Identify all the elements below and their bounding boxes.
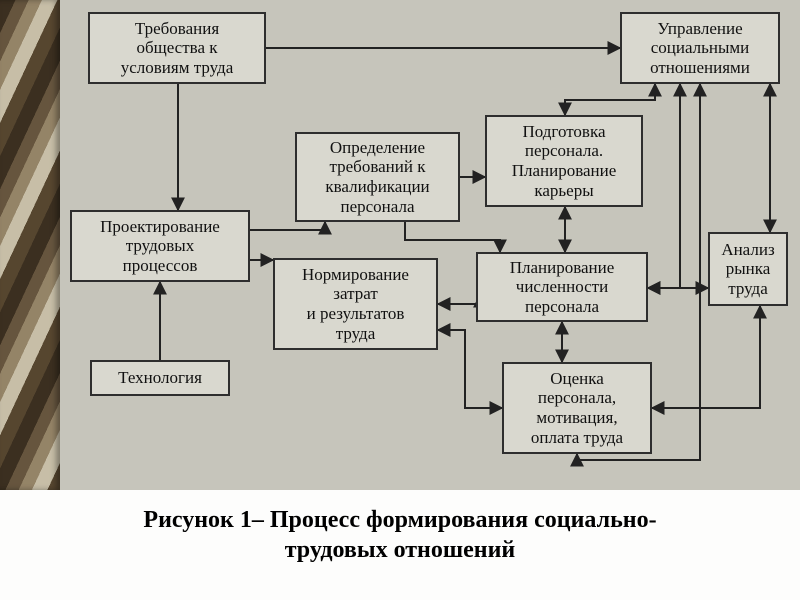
edge-mgmt-train: [565, 84, 655, 115]
edge-norm-plan: [438, 295, 480, 304]
node-proj: Проектированиетрудовыхпроцессов: [70, 210, 250, 282]
flowchart-diagram: Требованияобщества кусловиям труда Управл…: [60, 0, 800, 490]
node-qual: Определениетребований кквалификацииперсо…: [295, 132, 460, 222]
edge-mgmt-plan: [648, 84, 680, 288]
edge-eval-mark: [652, 306, 760, 408]
node-plan: Планированиечисленностиперсонала: [476, 252, 648, 322]
decorative-side-texture: [0, 0, 60, 490]
node-eval: Оценкаперсонала,мотивация,оплата труда: [502, 362, 652, 454]
node-train: Подготовкаперсонала.Планированиекарьеры: [485, 115, 643, 207]
edge-proj-qual: [250, 222, 325, 230]
caption-line-1: Рисунок 1– Процесс формирования социальн…: [143, 507, 656, 533]
node-tech: Технология: [90, 360, 230, 396]
slide: Требованияобщества кусловиям труда Управл…: [0, 0, 800, 600]
node-mark: Анализрынкатруда: [708, 232, 788, 306]
caption-line-2: трудовых отношений: [285, 537, 516, 563]
figure-caption: Рисунок 1– Процесс формирования социальн…: [0, 505, 800, 565]
edge-norm-eval: [438, 330, 502, 408]
edge-qual-plan: [405, 222, 500, 252]
node-norm: Нормированиезатрати результатовтруда: [273, 258, 438, 350]
node-mgmt: Управлениесоциальнымиотношениями: [620, 12, 780, 84]
node-req: Требованияобщества кусловиям труда: [88, 12, 266, 84]
